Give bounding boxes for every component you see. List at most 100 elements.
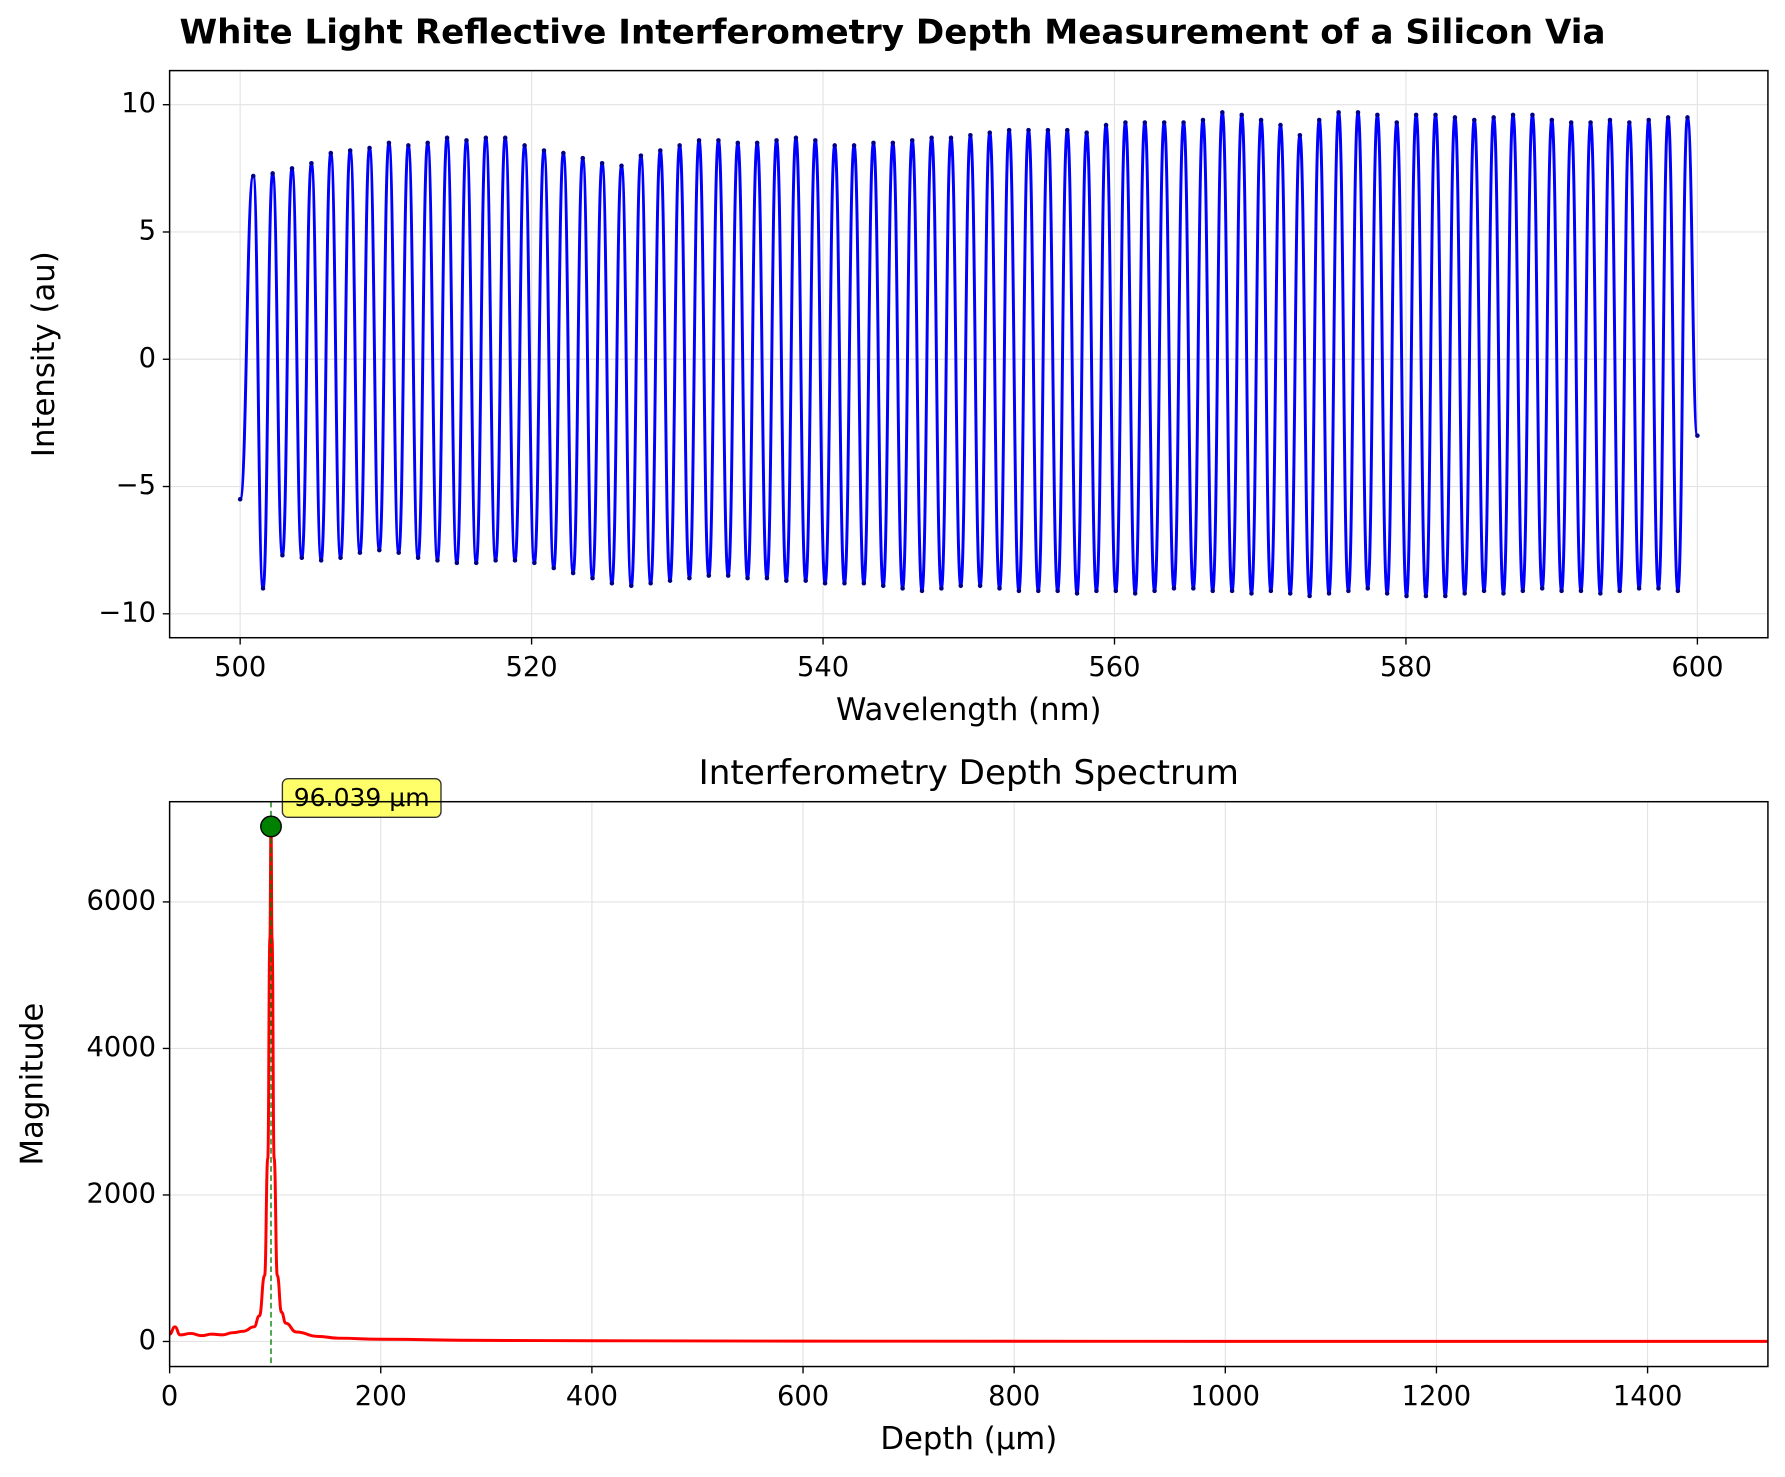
data-point	[270, 171, 275, 176]
data-point	[1210, 588, 1215, 594]
data-point	[667, 578, 673, 583]
data-point	[880, 583, 886, 589]
data-point	[1094, 588, 1099, 594]
data-point	[648, 580, 653, 586]
data-point	[1404, 593, 1409, 599]
data-point	[1171, 586, 1177, 591]
data-point	[260, 586, 266, 591]
data-point	[377, 547, 382, 553]
y-tick-label: −5	[116, 470, 156, 501]
data-point	[541, 148, 547, 153]
x-tick-label: 1200	[1402, 1381, 1472, 1412]
data-point	[1588, 120, 1593, 125]
data-point	[347, 148, 353, 153]
data-point	[1132, 591, 1138, 596]
data-point	[599, 160, 605, 166]
data-point	[1559, 588, 1564, 594]
data-point	[909, 138, 915, 143]
data-point	[1103, 122, 1109, 128]
data-point	[464, 138, 469, 143]
data-point	[628, 583, 634, 589]
data-point	[551, 565, 557, 571]
data-point	[1413, 112, 1419, 118]
data-point	[1568, 120, 1574, 125]
data-point	[396, 550, 401, 555]
x-tick-label: 600	[777, 1381, 829, 1412]
data-line	[238, 110, 1699, 598]
data-point	[1045, 127, 1051, 133]
x-tick-label: 580	[1380, 652, 1432, 683]
data-point	[237, 496, 243, 502]
data-point	[687, 575, 692, 581]
data-point	[754, 140, 760, 146]
data-point	[250, 173, 256, 179]
y-axis-label: Magnitude	[15, 1003, 51, 1166]
data-point	[832, 143, 837, 148]
data-point	[1462, 591, 1467, 596]
x-tick-label: 540	[797, 652, 849, 683]
x-tick-label: 800	[988, 1381, 1040, 1412]
x-tick-label: 500	[214, 652, 266, 683]
data-point	[570, 570, 576, 576]
data-point	[813, 138, 818, 143]
data-point	[725, 573, 731, 578]
data-point	[1394, 120, 1400, 125]
data-point	[1239, 112, 1244, 118]
chart-title: Interferometry Depth Spectrum	[699, 753, 1239, 793]
data-point	[638, 153, 644, 158]
data-point	[454, 560, 460, 566]
data-point	[299, 555, 305, 561]
data-point	[309, 160, 314, 166]
data-point	[1510, 112, 1516, 118]
data-point	[803, 578, 808, 583]
data-point	[1443, 593, 1448, 599]
data-point	[512, 558, 518, 563]
data-point	[1675, 588, 1681, 594]
data-point	[1026, 127, 1031, 133]
x-axis-label: Depth (μm)	[880, 1421, 1057, 1457]
data-point	[1365, 586, 1371, 591]
y-tick-label: 0	[139, 343, 156, 374]
data-point	[939, 586, 944, 591]
data-point	[793, 135, 799, 141]
data-point	[851, 143, 857, 148]
data-point	[1278, 122, 1283, 128]
data-point	[1161, 120, 1167, 125]
data-point	[1598, 591, 1603, 596]
data-point	[609, 580, 615, 586]
data-point	[1530, 112, 1535, 118]
data-point	[1316, 117, 1322, 123]
data-point	[1113, 588, 1119, 594]
data-point	[1249, 591, 1254, 596]
figure-title: White Light Reflective Interferometry De…	[179, 13, 1605, 53]
data-point	[997, 586, 1002, 591]
data-point	[444, 135, 450, 141]
data-point	[1346, 588, 1351, 594]
y-tick-label: 5	[139, 215, 156, 246]
y-tick-label: 4000	[86, 1032, 156, 1063]
x-tick-label: 200	[355, 1381, 407, 1412]
data-point	[1326, 591, 1332, 596]
data-point	[1016, 588, 1022, 594]
y-axis-label: Intensity (au)	[26, 251, 62, 457]
data-point	[1287, 591, 1293, 596]
data-point	[1036, 588, 1041, 594]
data-point	[619, 163, 624, 169]
data-point	[987, 130, 993, 135]
data-point	[900, 586, 905, 591]
data-line	[169, 824, 1768, 1343]
data-point	[1520, 588, 1526, 594]
data-point	[590, 575, 595, 581]
data-point	[1200, 117, 1206, 123]
data-point	[1074, 591, 1080, 596]
peak-label: 96.039 μm	[294, 783, 430, 812]
data-point	[696, 138, 702, 143]
y-tick-label: 10	[121, 88, 156, 119]
y-tick-label: 6000	[86, 885, 156, 916]
data-point	[735, 140, 741, 146]
data-point	[1423, 593, 1429, 599]
data-point	[919, 588, 925, 594]
data-point	[1055, 588, 1060, 594]
x-axis-label: Wavelength (nm)	[836, 692, 1101, 728]
data-point	[1065, 127, 1070, 133]
